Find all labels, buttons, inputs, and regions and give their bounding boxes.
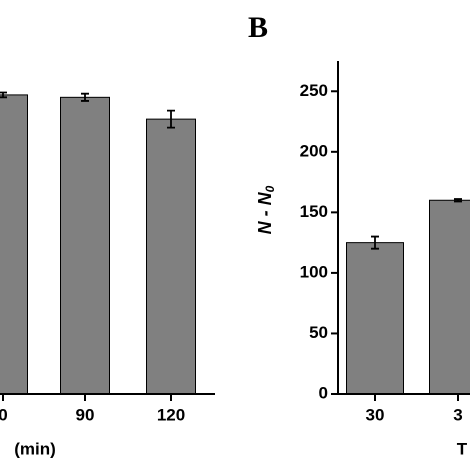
error-bar — [0, 91, 7, 99]
x-tick-label: 3 — [453, 405, 462, 424]
x-tick-label: 0 — [0, 405, 8, 424]
y-axis-label-sub: 0 — [263, 185, 277, 192]
bar — [0, 94, 28, 395]
x-axis-label: T — [457, 439, 468, 458]
y-axis-label-main: N - N — [255, 191, 275, 234]
bar — [429, 199, 470, 395]
error-bar — [167, 109, 175, 129]
y-tick-label: 100 — [300, 262, 328, 281]
x-tick-label: 30 — [366, 405, 385, 424]
error-bar — [454, 198, 462, 203]
x-axis-label: (min) — [14, 439, 56, 458]
y-tick-label: 50 — [309, 323, 328, 342]
y-tick-label: 150 — [300, 202, 328, 221]
x-tick-label: 90 — [76, 405, 95, 424]
x-tick-label: 120 — [157, 405, 185, 424]
error-bar — [81, 92, 89, 102]
error-bar — [371, 235, 379, 250]
bar — [346, 242, 404, 395]
y-tick-label: 0 — [319, 383, 328, 402]
y-tick-label: 250 — [300, 81, 328, 100]
panel-label: B — [248, 11, 268, 44]
y-tick-label: 200 — [300, 141, 328, 160]
bar — [146, 118, 196, 395]
y-axis-label: N - N0 — [255, 185, 277, 234]
bar — [60, 96, 110, 395]
